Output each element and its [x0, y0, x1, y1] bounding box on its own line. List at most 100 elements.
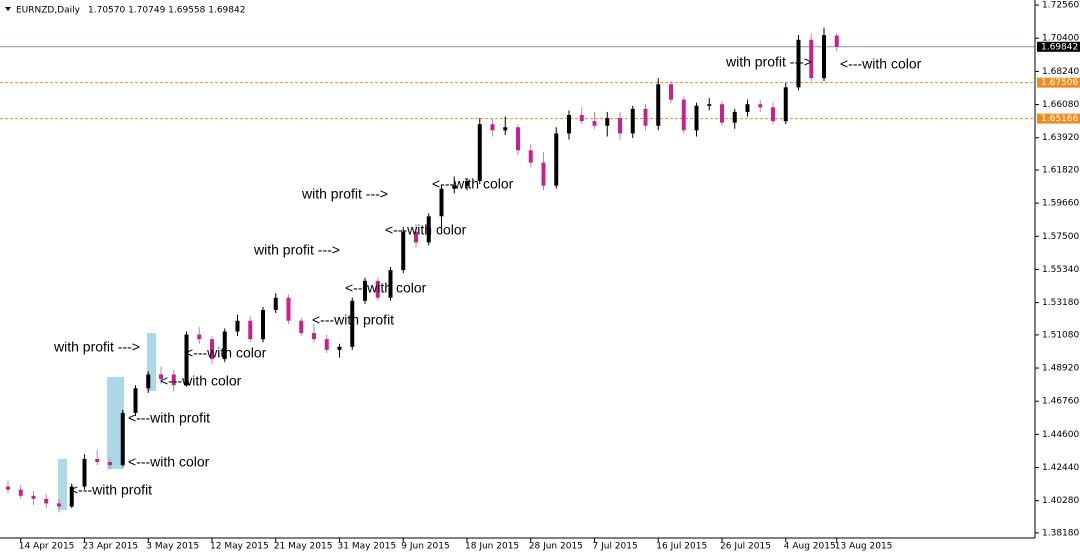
- candle-body: [771, 107, 775, 122]
- y-tick-label: 1.57500: [1042, 232, 1079, 242]
- annotation: with profit --->: [301, 186, 388, 202]
- candle-body: [592, 121, 597, 126]
- annotation: <---with color: [432, 176, 514, 192]
- candle-body: [146, 374, 151, 389]
- x-tick-label: 31 May 2015: [338, 542, 397, 552]
- y-tick-label: 1.44600: [1042, 430, 1079, 440]
- candle-body: [248, 320, 253, 340]
- annotation: <---with profit: [312, 312, 394, 328]
- candle-body: [286, 297, 291, 321]
- candle-body: [745, 104, 750, 112]
- y-tick-label: 1.72560: [1042, 1, 1079, 11]
- y-tick-label: 1.55340: [1042, 265, 1079, 275]
- candle-body: [681, 99, 686, 131]
- annotation: <---with profit: [128, 410, 210, 426]
- candle-body: [197, 334, 202, 340]
- x-tick-label: 28 Jun 2015: [529, 542, 583, 552]
- candle-body: [210, 339, 214, 360]
- x-tick-label: 4 Aug 2015: [784, 542, 836, 552]
- candle-body: [477, 124, 482, 182]
- candle-body: [516, 127, 520, 151]
- candle-body: [605, 118, 610, 126]
- candle-body: [541, 162, 546, 186]
- x-tick-label: 14 Apr 2015: [19, 542, 75, 552]
- candle-body: [758, 104, 763, 108]
- y-tick-label: 1.48920: [1042, 364, 1079, 374]
- menu-arrow[interactable]: [5, 7, 11, 11]
- annotation: <---with profit: [70, 482, 152, 498]
- y-tick-label: 1.42440: [1042, 463, 1079, 473]
- candle-body: [822, 35, 826, 79]
- x-tick-label: 23 Apr 2015: [83, 542, 139, 552]
- y-tick-label: 1.70400: [1042, 34, 1079, 44]
- candle-body: [465, 181, 469, 186]
- candle-body: [630, 108, 635, 134]
- y-tick-label: 1.68240: [1042, 67, 1079, 77]
- x-tick-label: 18 Jun 2015: [465, 542, 519, 552]
- candle-body: [656, 84, 661, 126]
- x-tick-label: 13 Aug 2015: [835, 542, 893, 552]
- candle-body: [720, 104, 724, 123]
- candle-body: [324, 339, 329, 350]
- symbol-title: EURNZD,Daily: [16, 6, 81, 16]
- candle-body: [273, 297, 278, 310]
- candle-body: [528, 150, 533, 163]
- x-tick-label: 12 May 2015: [210, 542, 269, 552]
- price-tag-label: 1.67506: [1041, 78, 1078, 88]
- candle-body: [120, 412, 125, 466]
- candle-body: [618, 118, 622, 134]
- annotation: with profit --->: [253, 242, 340, 258]
- candle-body: [503, 127, 508, 131]
- candle-body: [388, 270, 393, 298]
- candle-body: [732, 111, 737, 123]
- candle-body: [184, 334, 189, 386]
- y-tick-label: 1.53180: [1042, 298, 1079, 308]
- candle-body: [669, 84, 673, 100]
- annotation: with profit --->: [725, 54, 812, 70]
- y-tick-label: 1.38180: [1042, 528, 1079, 538]
- candle-body: [375, 280, 380, 298]
- annotation: <---with color: [840, 56, 922, 72]
- x-tick-label: 16 Jul 2015: [656, 542, 707, 552]
- y-tick-label: 1.40280: [1042, 496, 1079, 506]
- x-tick-label: 21 May 2015: [274, 542, 333, 552]
- candle-body: [44, 498, 49, 504]
- candle-body: [350, 300, 355, 347]
- annotation: <---with color: [128, 454, 210, 470]
- annotation: with profit --->: [53, 339, 140, 355]
- x-tick-label: 3 May 2015: [146, 542, 199, 552]
- candle-body: [299, 320, 304, 334]
- candle-body: [57, 503, 61, 507]
- price-tag: [1037, 41, 1080, 52]
- candle-body: [834, 35, 839, 47]
- candle-body: [312, 333, 316, 340]
- candle-body: [452, 185, 457, 189]
- plot-area: [0, 27, 1035, 513]
- price-tag: [1037, 113, 1080, 124]
- candle-body: [809, 39, 814, 79]
- x-tick-label: 26 Jul 2015: [720, 542, 771, 552]
- candle-body: [567, 115, 571, 134]
- candle-body: [159, 374, 163, 380]
- y-tick-label: 1.61820: [1042, 165, 1079, 175]
- candle-body: [133, 388, 138, 413]
- candle-body: [235, 320, 240, 332]
- y-tick-label: 1.51080: [1042, 330, 1079, 340]
- annotation: <---with color: [160, 373, 242, 389]
- candle-body: [579, 115, 584, 122]
- candle-body: [69, 486, 74, 507]
- annotation: <---with color: [385, 222, 467, 238]
- highlight-box: [107, 377, 124, 469]
- candle-body: [18, 489, 23, 496]
- candle-body: [82, 458, 87, 487]
- candle-body: [490, 124, 495, 131]
- candle-body: [694, 105, 699, 131]
- x-tick-label: 9 Jun 2015: [401, 542, 449, 552]
- price-tag-label: 1.65166: [1041, 114, 1078, 124]
- candle-body: [171, 374, 176, 386]
- candle-body: [439, 188, 444, 217]
- candle-body: [643, 108, 648, 126]
- price-tag: [1037, 77, 1080, 88]
- price-tag-label: 1.69842: [1041, 42, 1078, 52]
